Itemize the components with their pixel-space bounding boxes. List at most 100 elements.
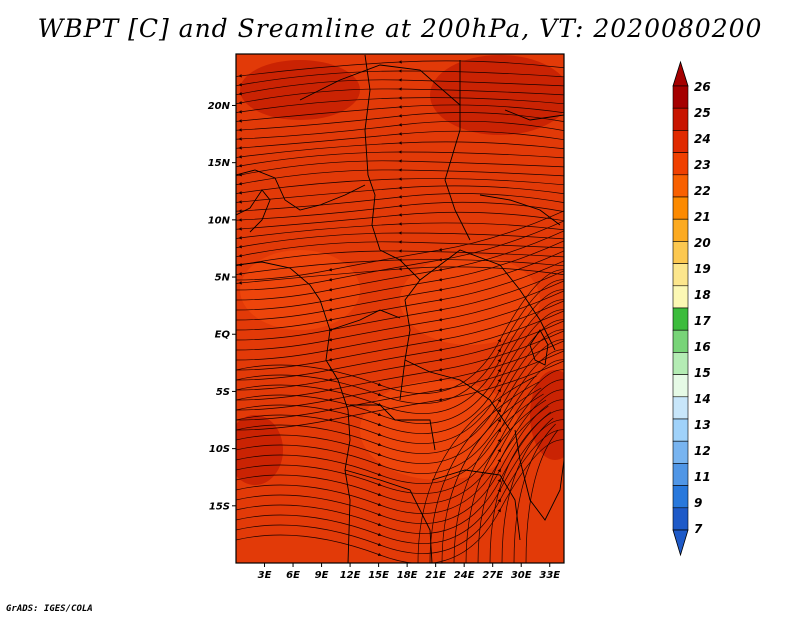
grads-credit: GrADS: IGES/COLA: [6, 604, 93, 614]
colorbar-label: 23: [694, 158, 711, 172]
lon-label: 3E: [258, 570, 272, 581]
border-line: [529, 329, 549, 366]
colorbar-label: 11: [694, 470, 711, 484]
colorbar-segment: [672, 152, 689, 176]
colorbar-label: 24: [694, 132, 711, 146]
streamline: [441, 387, 542, 563]
colorbar-segment: [672, 485, 689, 509]
colorbar-segment: [672, 263, 689, 287]
streamline: [236, 104, 564, 123]
colorbar-segment: [672, 507, 689, 531]
colorbar-label: 22: [694, 184, 711, 198]
colorbar-segment: [672, 107, 689, 131]
streamline: [513, 423, 556, 563]
border-line: [236, 189, 271, 233]
lon-label: 6E: [286, 570, 300, 581]
colorbar-segment: [672, 130, 689, 153]
lat-label: 20N: [208, 101, 231, 112]
lat-label: 10N: [208, 215, 231, 226]
border-line: [344, 469, 433, 563]
streamline: [477, 405, 549, 563]
colorbar-label: 26: [694, 80, 711, 94]
streamline: [236, 240, 564, 258]
colorbar: 26 25 24 23 22 21 20 19 18 17 16 15 14 13 12 11 9 7: [672, 60, 711, 557]
lat-label: EQ: [215, 330, 231, 341]
colorbar-segment: [672, 374, 689, 398]
colorbar-top-arrow: [672, 60, 689, 87]
colorbar-label: 20: [694, 236, 711, 250]
border-line: [350, 404, 436, 451]
latitude-axis: 20N 15N 10N 5N EQ 5S 10S 15S: [208, 101, 236, 512]
colorbar-segment: [672, 174, 689, 198]
streamline: [236, 96, 564, 114]
streamline: [236, 231, 564, 249]
streamline: [453, 393, 544, 563]
colorbar-label: 15: [694, 366, 711, 380]
field-shade: [430, 55, 564, 135]
border-line: [514, 429, 564, 521]
colorbar-label: 13: [694, 418, 711, 432]
colorbar-label: 14: [694, 392, 711, 406]
colorbar-segment: [672, 396, 689, 420]
map-frame: [235, 53, 565, 564]
colorbar-label: 21: [694, 210, 711, 224]
border-line: [419, 249, 556, 351]
border-line: [404, 359, 511, 431]
streamline: [236, 130, 564, 150]
colorbar-label: 19: [694, 262, 711, 276]
streamline: [236, 177, 564, 195]
colorbar-segment: [672, 418, 689, 442]
lat-label: 15N: [208, 158, 231, 169]
lat-label: 15S: [209, 501, 230, 512]
colorbar-label: 18: [694, 288, 711, 302]
colorbar-segment: [672, 329, 689, 353]
streamline: [429, 381, 539, 563]
border-line: [444, 60, 471, 241]
lon-label: 21E: [425, 570, 446, 581]
streamline: [236, 141, 564, 159]
lon-label: 30E: [511, 570, 532, 581]
streamline: [465, 399, 547, 563]
streamline: [236, 69, 564, 87]
field-shade: [400, 255, 540, 345]
colorbar-label: 17: [694, 314, 711, 328]
country-borders: [236, 54, 564, 563]
longitude-axis: 3E 6E 9E 12E 15E 18E 21E 24E 27E 30E 33E: [258, 563, 560, 581]
lat-label: 10S: [209, 444, 230, 455]
colorbar-label: 7: [694, 522, 703, 536]
lon-label: 33E: [539, 570, 560, 581]
border-line: [479, 194, 561, 226]
colorbar-label: 16: [694, 340, 711, 354]
colorbar-segment: [672, 196, 689, 220]
streamline: [501, 417, 554, 563]
streamline: [236, 185, 564, 204]
colorbar-label: 25: [694, 106, 711, 120]
streamline: [417, 375, 537, 563]
border-line: [236, 169, 366, 211]
streamline: [236, 159, 564, 177]
streamline: [236, 211, 564, 231]
streamline: [236, 78, 564, 96]
streamline: [236, 112, 564, 132]
lon-label: 15E: [368, 570, 389, 581]
lon-label: 27E: [482, 570, 503, 581]
streamline: [236, 439, 564, 563]
streamline: [236, 60, 564, 78]
streamline: [489, 411, 552, 563]
colorbar-segment: [672, 440, 689, 464]
border-line: [329, 309, 401, 331]
colorbar-label: 9: [694, 496, 702, 510]
streamline: [236, 150, 564, 168]
border-line: [431, 469, 521, 541]
colorbar-label: 12: [694, 444, 711, 458]
colorbar-bottom-arrow: [672, 529, 689, 557]
streamline: [236, 193, 564, 213]
colorbar-segment: [672, 352, 689, 375]
lon-label: 12E: [340, 570, 361, 581]
colorbar-segment: [672, 218, 689, 242]
border-line: [504, 109, 564, 121]
border-line: [364, 54, 381, 251]
lon-label: 24E: [454, 570, 475, 581]
streamline: [236, 87, 564, 105]
